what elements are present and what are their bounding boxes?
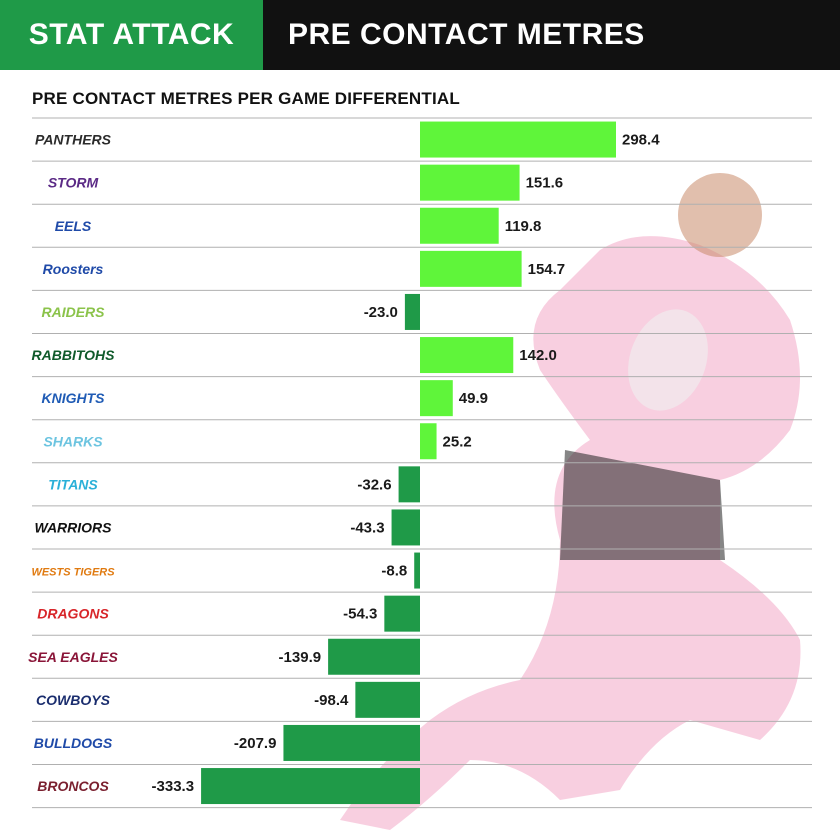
value-label: 151.6: [526, 175, 564, 192]
value-label: 142.0: [519, 347, 557, 364]
team-label: KNIGHTS: [42, 390, 106, 406]
bar-warriors: [391, 509, 420, 546]
bar-sea-eagles: [328, 638, 420, 675]
team-label: Roosters: [43, 261, 104, 277]
bar-sharks: [420, 423, 437, 460]
value-label: 49.9: [459, 390, 488, 407]
chart-title: PRE CONTACT METRES PER GAME DIFFERENTIAL: [32, 89, 460, 108]
value-label: 154.7: [528, 261, 566, 278]
team-label: RABBITOHS: [32, 347, 116, 363]
bar-roosters: [420, 250, 522, 287]
team-label: EELS: [55, 218, 92, 234]
bar-raiders: [404, 293, 420, 330]
team-label: DRAGONS: [37, 606, 109, 622]
team-label: SEA EAGLES: [28, 649, 118, 665]
player-photo: [340, 173, 801, 831]
value-label: 298.4: [622, 132, 660, 149]
bar-bulldogs: [283, 724, 420, 761]
bar-cowboys: [355, 681, 420, 718]
header-bar: STAT ATTACK PRE CONTACT METRES: [0, 0, 840, 70]
bar-rabbitohs: [420, 337, 514, 374]
value-label: -32.6: [357, 476, 391, 493]
team-label: PANTHERS: [35, 132, 112, 148]
value-label: -333.3: [152, 778, 195, 795]
value-label: -8.8: [381, 563, 407, 580]
team-label: WARRIORS: [35, 519, 113, 535]
team-label: WESTS TIGERS: [31, 567, 115, 579]
bar-storm: [420, 164, 520, 201]
team-label: BULLDOGS: [34, 735, 113, 751]
bar-titans: [398, 466, 420, 503]
team-label: SHARKS: [43, 433, 103, 449]
value-label: -54.3: [343, 606, 377, 623]
value-label: -23.0: [364, 304, 398, 321]
team-label: COWBOYS: [36, 692, 111, 708]
team-label: RAIDERS: [41, 304, 105, 320]
value-label: -43.3: [350, 519, 384, 536]
bar-wests-tigers: [414, 552, 420, 589]
bar-panthers: [420, 121, 616, 158]
header-tag: STAT ATTACK: [28, 18, 235, 51]
bar-knights: [420, 380, 453, 417]
value-label: 25.2: [443, 433, 472, 450]
team-label: STORM: [48, 175, 99, 191]
bar-broncos: [201, 768, 420, 805]
value-label: -139.9: [279, 649, 322, 666]
value-label: -207.9: [234, 735, 277, 752]
value-label: 119.8: [505, 218, 542, 235]
team-label: BRONCOS: [37, 778, 109, 794]
bar-eels: [420, 207, 499, 244]
team-label: TITANS: [48, 476, 98, 492]
header-tag-box: STAT ATTACK: [0, 0, 263, 70]
value-label: -98.4: [314, 692, 349, 709]
header-title: PRE CONTACT METRES: [288, 18, 645, 51]
bar-dragons: [384, 595, 420, 632]
